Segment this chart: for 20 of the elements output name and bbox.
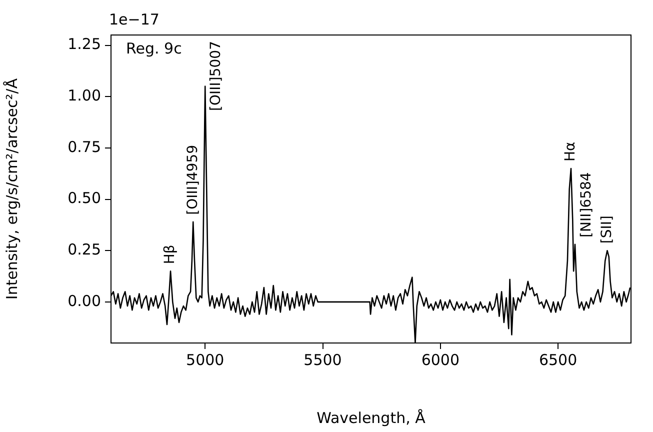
y-tick-label: 0.25	[68, 240, 101, 258]
x-tick-label: 5500	[304, 350, 342, 369]
y-tick-label: 0.75	[68, 138, 101, 156]
y-tick-label: 1.00	[68, 86, 101, 104]
x-tick-label: 5000	[186, 350, 224, 369]
y-tick-label: 0.50	[68, 189, 101, 208]
text: 1e−17	[109, 10, 160, 28]
x-axis-title: Wavelength, Å	[316, 408, 426, 427]
annotation: [OIII]5007	[208, 40, 224, 111]
annotation: Reg. 9c	[126, 39, 182, 58]
annotation: Hβ	[162, 244, 178, 264]
annotation: [SII]	[598, 216, 615, 244]
x-tick-label: 6000	[421, 350, 460, 369]
y-tick-label: 1.25	[68, 35, 101, 54]
annotation: [NII]6584	[578, 172, 595, 238]
annotation: [OIII]4959	[184, 144, 201, 215]
annotation: Hα	[562, 142, 579, 162]
y-axis-title: Intensity, erg/s/cm²/arcsec²/Å	[2, 78, 21, 300]
x-tick-label: 6500	[538, 350, 578, 369]
y-tick-label: 0.00	[68, 292, 101, 310]
